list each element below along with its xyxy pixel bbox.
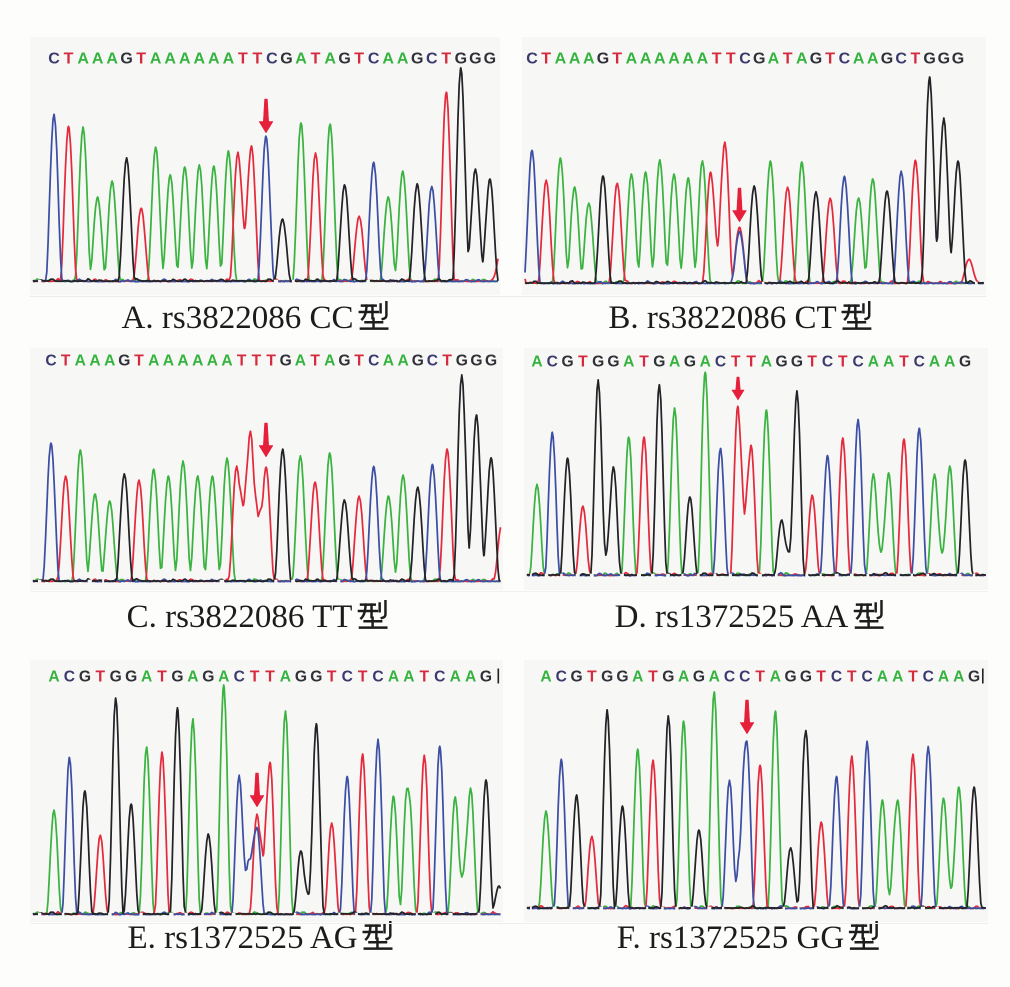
svg-text:CTAAAGTAAAAAATTCGATAGTCAAGCTGG: CTAAAGTAAAAAATTCGATAGTCAAGCTGGG bbox=[526, 51, 964, 68]
svg-text:ACGTGGATGAGACCTAGGTCTCAATCAAG: ACGTGGATGAGACCTAGGTCTCAATCAAG bbox=[540, 669, 980, 686]
svg-text:CTAAAGTAAAAAATTTGATAGTCAAGCTGG: CTAAAGTAAAAAATTTGATAGTCAAGCTGGG bbox=[45, 353, 497, 370]
svg-text:ACGTGGATGAGACTTAGGTCTCAATCAAG: ACGTGGATGAGACTTAGGTCTCAATCAAG bbox=[531, 354, 971, 371]
svg-text:CTAAAGTAAAAAATTCGATAGTCAAGCTGG: CTAAAGTAAAAAATTCGATAGTCAAGCTGGG bbox=[48, 51, 496, 68]
svg-text:ACGTGGATGAGACTTAGGTCTCAATCAAG: ACGTGGATGAGACTTAGGTCTCAATCAAG bbox=[48, 669, 492, 686]
